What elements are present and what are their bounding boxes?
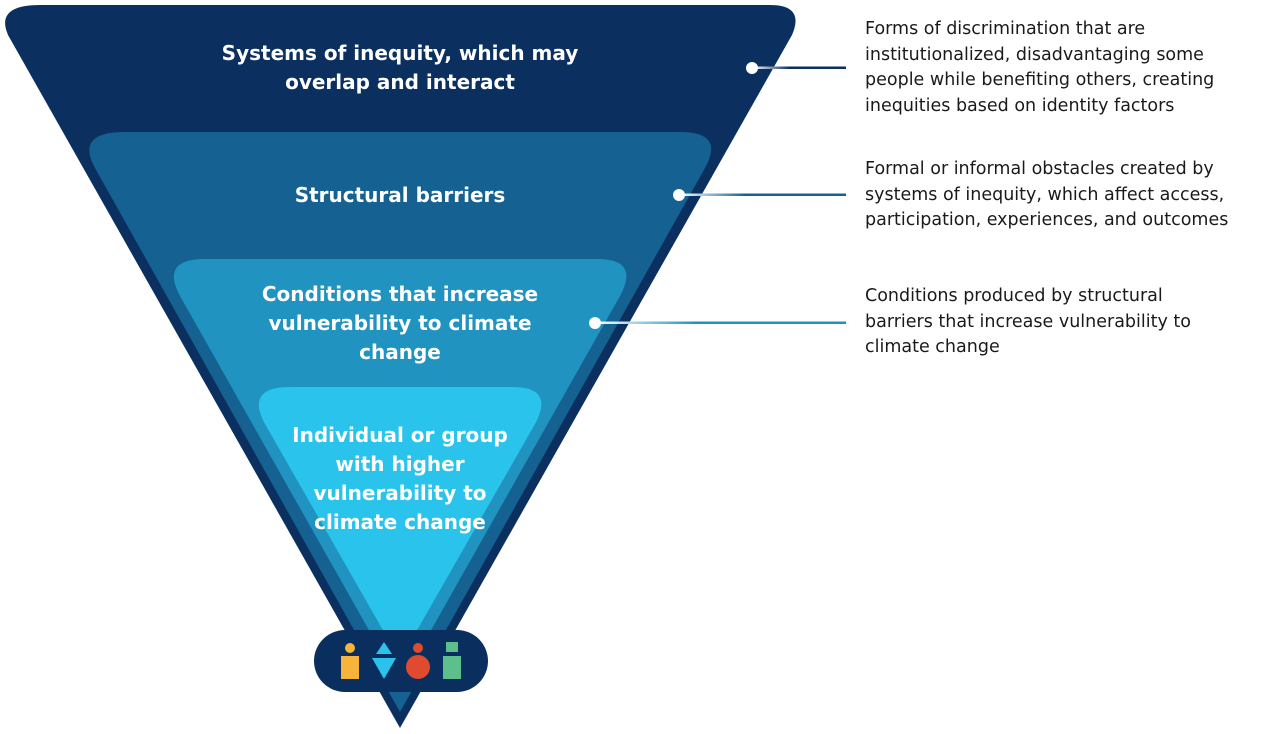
- layer-3-label: Conditions that increase vulnerability t…: [261, 282, 539, 364]
- connector-dot-1: [746, 62, 758, 74]
- layer-2-description: Formal or informal obstacles created by …: [865, 159, 1229, 230]
- layer-2-label: Structural barriers: [294, 183, 506, 207]
- connector-line-1: [752, 66, 846, 69]
- person-green-icon: [443, 642, 461, 679]
- person-triangles-icon: [372, 642, 396, 679]
- connector-line-3: [595, 321, 846, 324]
- connector-dot-3: [589, 317, 601, 329]
- person-red-icon: [406, 643, 430, 679]
- layer-3-description: Conditions produced by structural barrie…: [865, 286, 1191, 357]
- layer-4-label: Individual or group with higher vulnerab…: [292, 423, 508, 534]
- people-pill: [314, 630, 488, 692]
- layer-1-description: Forms of discrimination that are institu…: [865, 19, 1215, 116]
- layer-individual-group: [258, 387, 542, 660]
- connector-dot-2: [673, 189, 685, 201]
- layer-1-label: Systems of inequity, which may overlap a…: [221, 41, 579, 94]
- person-yellow-icon: [341, 643, 359, 679]
- connector-line-2: [679, 193, 846, 196]
